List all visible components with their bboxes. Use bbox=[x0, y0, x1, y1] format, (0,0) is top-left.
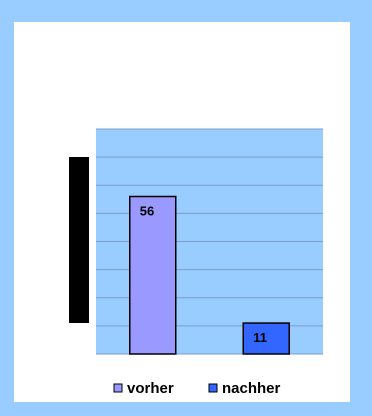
legend-item-nachher: nachher bbox=[208, 380, 281, 397]
bar-vorher bbox=[129, 195, 177, 355]
data-label-nachher: 11 bbox=[253, 330, 267, 345]
legend: vorher nachher bbox=[113, 380, 281, 397]
bar-nachher bbox=[242, 322, 290, 355]
data-label-vorher: 56 bbox=[140, 204, 154, 219]
y-axis-band bbox=[69, 157, 89, 323]
bars: 56 11 bbox=[129, 195, 290, 355]
legend-item-vorher: vorher bbox=[113, 380, 174, 397]
legend-swatch-vorher bbox=[113, 383, 123, 393]
legend-label-nachher: nachher bbox=[222, 380, 281, 397]
legend-swatch-nachher bbox=[208, 383, 218, 393]
legend-label-vorher: vorher bbox=[127, 380, 174, 397]
